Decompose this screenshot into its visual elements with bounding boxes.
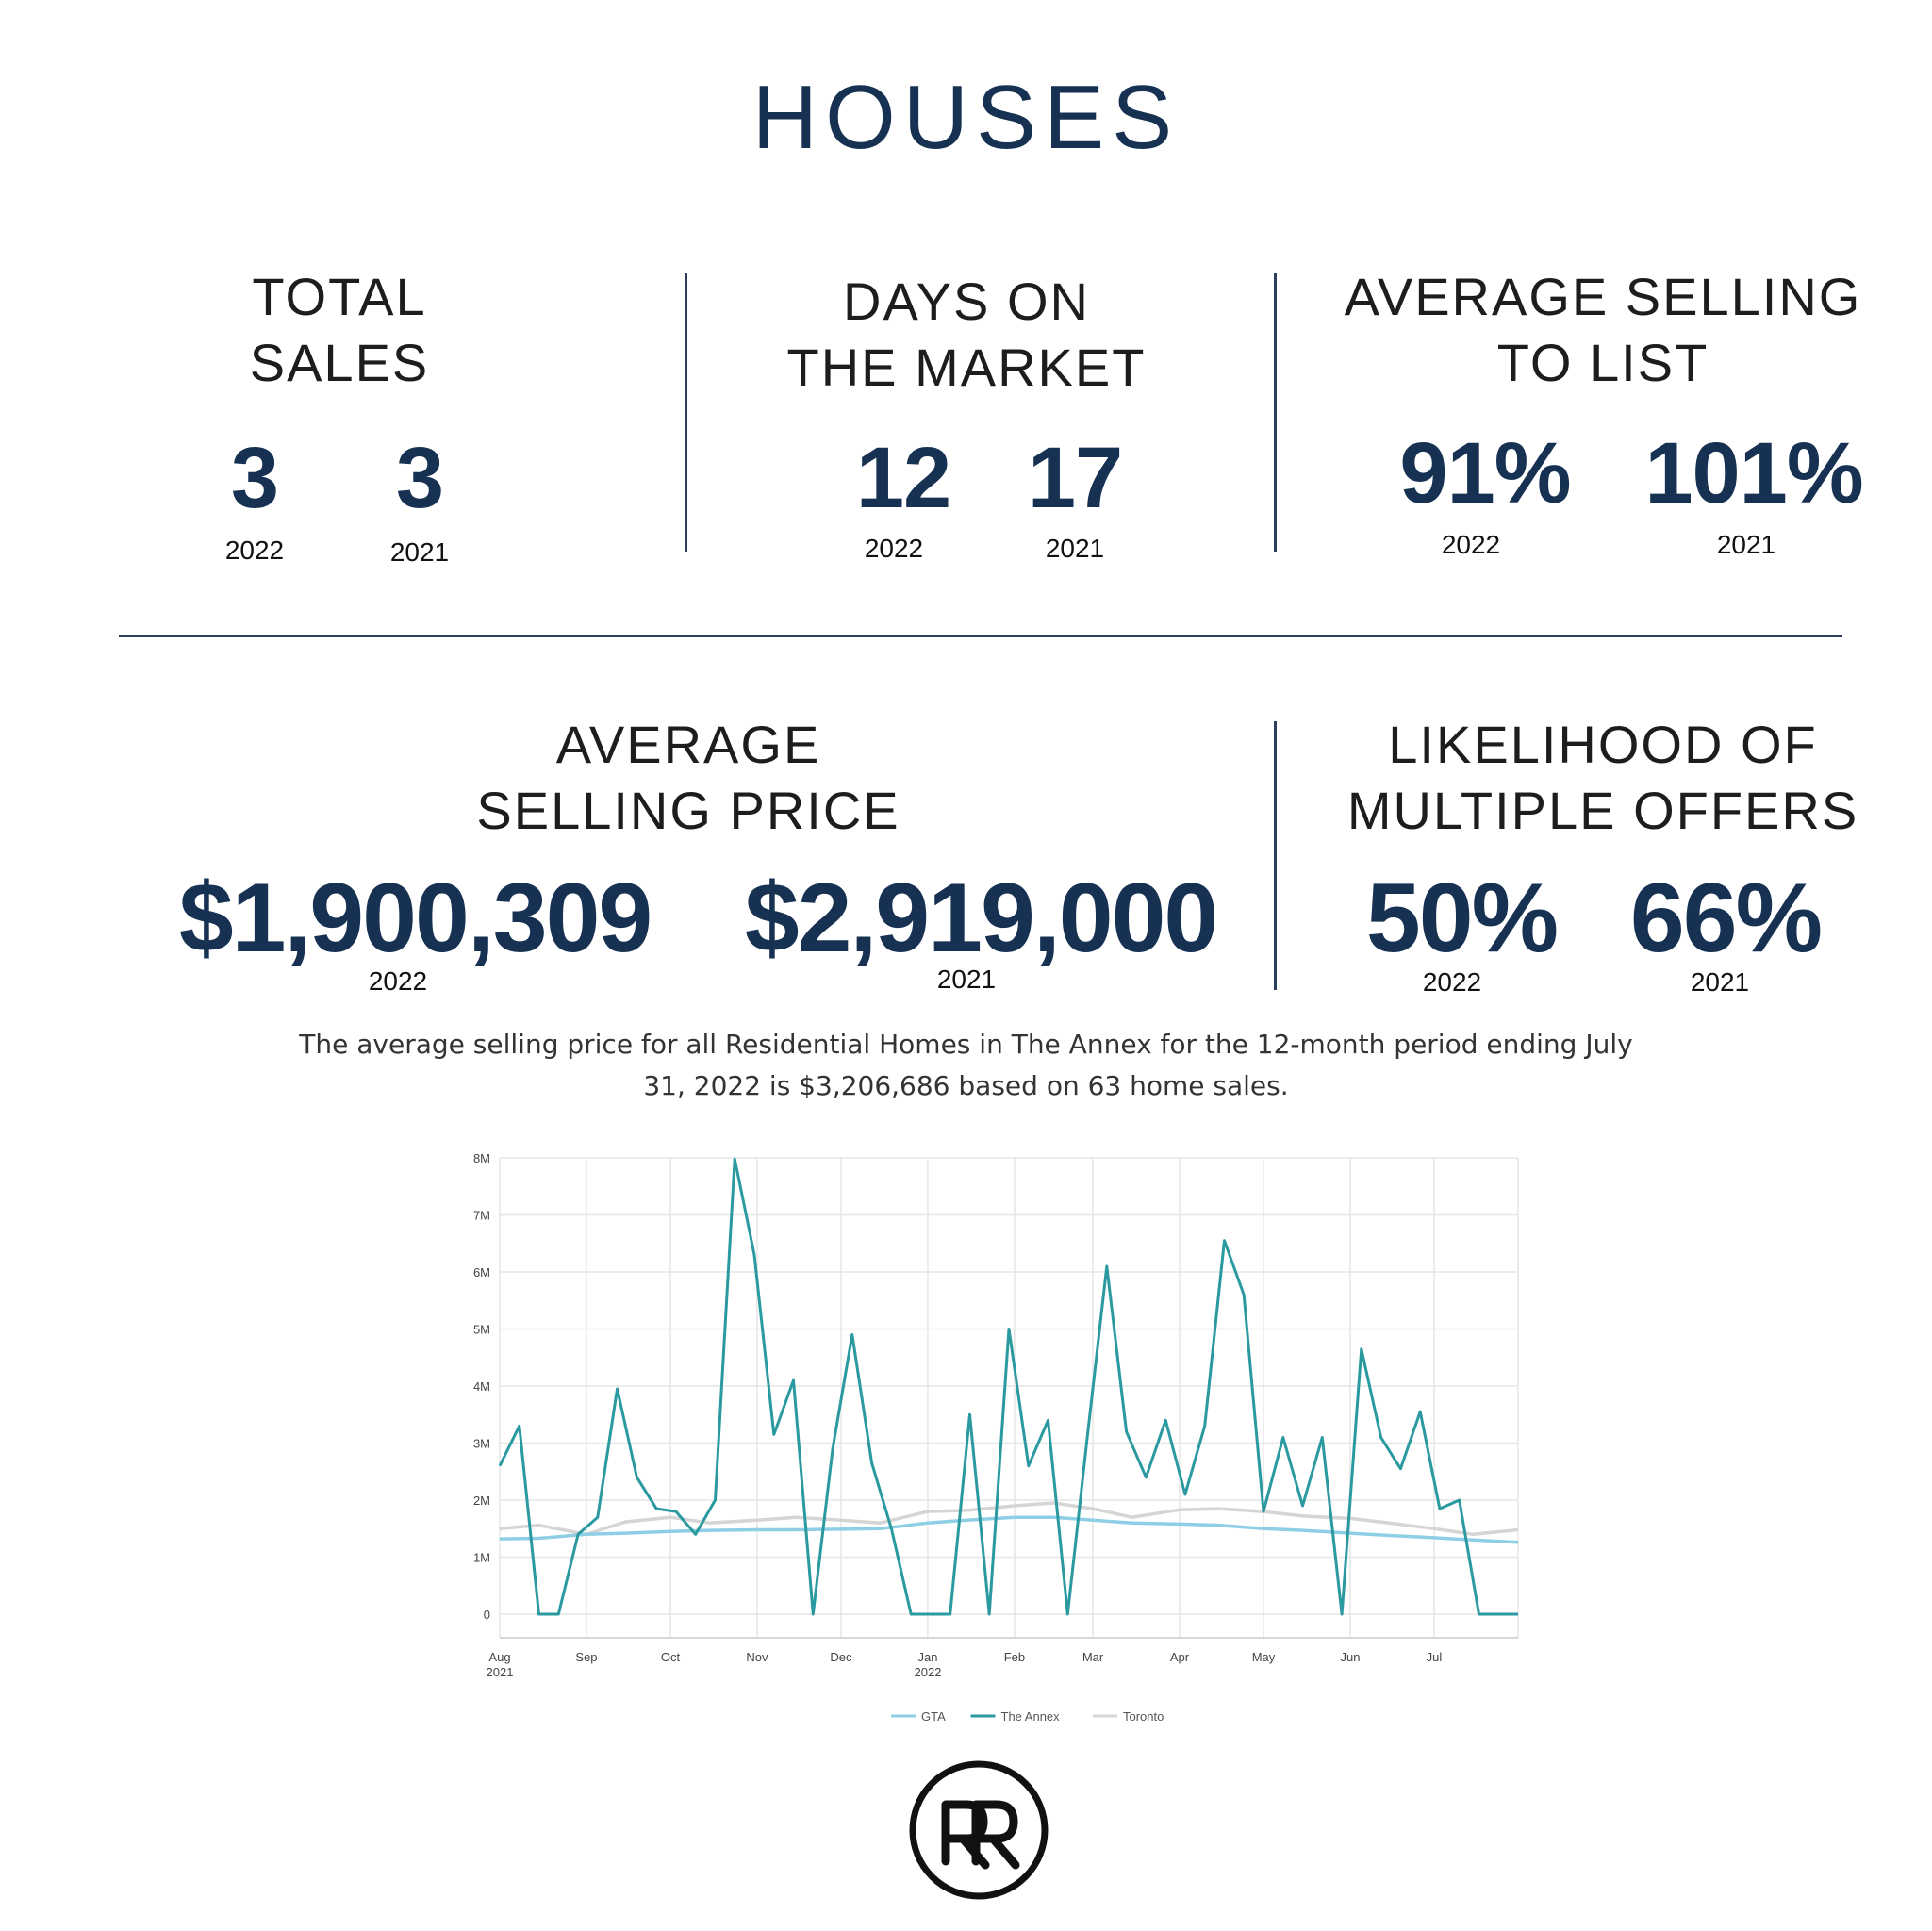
divider bbox=[1274, 721, 1277, 990]
legend-label: The Annex bbox=[1001, 1709, 1061, 1724]
series-line-the-annex bbox=[498, 1157, 1518, 1616]
y-tick-label: 1M bbox=[473, 1551, 490, 1565]
x-tick-label: Jul bbox=[1427, 1650, 1443, 1664]
avg-selling-price-2021-value: $2,919,000 bbox=[744, 864, 1219, 973]
brand-logo bbox=[909, 1760, 1049, 1900]
x-tick-label: Jan bbox=[917, 1650, 937, 1664]
legend-label: GTA bbox=[921, 1709, 946, 1724]
x-tick-label: Sep bbox=[575, 1650, 597, 1664]
y-tick-label: 4M bbox=[473, 1379, 490, 1394]
days-on-market-2021-year: 2021 bbox=[1045, 534, 1105, 563]
multiple-offers-2022-year: 2022 bbox=[1422, 967, 1482, 997]
avg-selling-to-list-2022-value: 91% bbox=[1399, 425, 1571, 521]
legend-label: Toronto bbox=[1123, 1709, 1164, 1724]
x-tick-label: Aug bbox=[488, 1650, 510, 1664]
total-sales-2021-value: 3 bbox=[395, 430, 444, 526]
chart-legend: GTA The Annex Toronto bbox=[891, 1709, 1164, 1724]
days-on-market-2022-value: 12 bbox=[855, 430, 951, 526]
multiple-offers-2021-value: 66% bbox=[1629, 864, 1823, 973]
multiple-offers-label: LIKELIHOOD OF MULTIPLE OFFERS bbox=[1346, 715, 1859, 840]
divider bbox=[685, 273, 687, 552]
series-line-gta bbox=[499, 1515, 1519, 1544]
avg-selling-to-list-2022-year: 2022 bbox=[1441, 530, 1501, 559]
avg-selling-price-2021-year: 2021 bbox=[936, 965, 997, 994]
days-on-market-2021-value: 17 bbox=[1027, 430, 1123, 526]
x-tick-label: Jun bbox=[1340, 1650, 1360, 1664]
total-sales-2022-value: 3 bbox=[230, 430, 279, 526]
x-tick-sublabel: 2021 bbox=[487, 1665, 514, 1679]
chart-caption: The average selling price for all Reside… bbox=[299, 1029, 1633, 1101]
y-tick-label: 8M bbox=[473, 1151, 490, 1165]
y-tick-label: 2M bbox=[473, 1494, 490, 1508]
y-tick-label: 0 bbox=[484, 1608, 490, 1622]
x-tick-label: Oct bbox=[661, 1650, 681, 1664]
y-tick-label: 7M bbox=[473, 1209, 490, 1223]
y-tick-label: 6M bbox=[473, 1265, 490, 1279]
x-tick-label: May bbox=[1252, 1650, 1276, 1664]
avg-selling-to-list-2021-value: 101% bbox=[1644, 425, 1863, 521]
avg-selling-price-2022-year: 2022 bbox=[368, 966, 428, 996]
x-tick-label: Apr bbox=[1170, 1650, 1190, 1664]
x-tick-sublabel: 2022 bbox=[914, 1665, 941, 1679]
page-title: HOUSES bbox=[751, 67, 1181, 168]
days-on-market-label: DAYS ON THE MARKET bbox=[786, 272, 1147, 397]
total-sales-2021-year: 2021 bbox=[389, 537, 450, 567]
total-sales-label: TOTAL SALES bbox=[249, 267, 430, 392]
x-tick-label: Feb bbox=[1004, 1650, 1025, 1664]
multiple-offers-2021-year: 2021 bbox=[1690, 967, 1750, 997]
x-tick-label: Dec bbox=[830, 1650, 852, 1664]
avg-selling-to-list-label: AVERAGE SELLING TO LIST bbox=[1344, 267, 1862, 392]
x-tick-label: Mar bbox=[1082, 1650, 1104, 1664]
x-tick-label: Nov bbox=[746, 1650, 768, 1664]
avg-selling-to-list-2021-year: 2021 bbox=[1716, 530, 1776, 559]
multiple-offers-2022-value: 50% bbox=[1365, 864, 1559, 973]
y-tick-label: 5M bbox=[473, 1323, 490, 1337]
chart-grid bbox=[499, 1157, 1519, 1638]
divider bbox=[1274, 273, 1277, 552]
chart-lines bbox=[498, 1157, 1519, 1616]
avg-selling-price-label: AVERAGE SELLING PRICE bbox=[476, 715, 900, 840]
y-tick-label: 3M bbox=[473, 1437, 490, 1451]
divider bbox=[119, 635, 1842, 637]
total-sales-2022-year: 2022 bbox=[224, 536, 285, 565]
days-on-market-2022-year: 2022 bbox=[864, 534, 924, 563]
avg-selling-price-2022-value: $1,900,309 bbox=[178, 864, 653, 973]
